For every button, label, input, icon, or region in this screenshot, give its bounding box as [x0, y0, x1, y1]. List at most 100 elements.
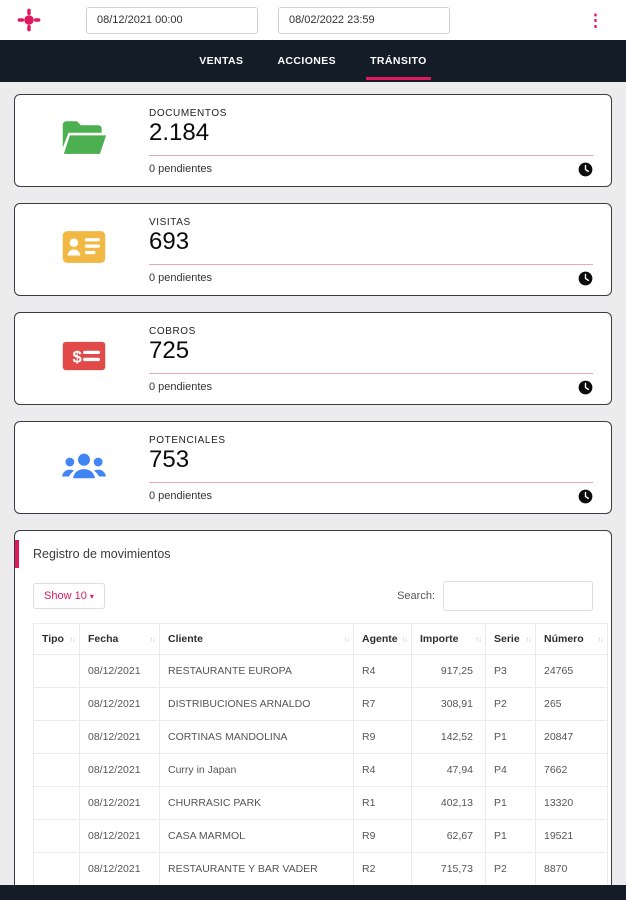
col-fecha[interactable]: Fecha ↑↓	[79, 623, 160, 655]
cell-importe: 402,13	[411, 786, 486, 820]
table-row[interactable]: 08/12/2021 Curry in Japan R4 47,94 P4 76…	[33, 753, 608, 787]
card-title: POTENCIALES	[149, 435, 226, 447]
col-importe[interactable]: Importe ↑↓	[411, 623, 486, 655]
card-title: VISITAS	[149, 217, 191, 229]
sort-icon: ↑↓	[525, 634, 532, 644]
cell-tipo	[33, 753, 80, 787]
app-logo-icon[interactable]	[16, 7, 42, 33]
cell-importe: 308,91	[411, 687, 486, 721]
sort-icon: ↑↓	[401, 634, 408, 644]
col-tipo[interactable]: Tipo ↑↓	[33, 623, 80, 655]
date-from-input[interactable]	[86, 6, 258, 34]
cell-importe: 47,94	[411, 753, 486, 787]
cell-numero: 13320	[535, 786, 608, 820]
cell-cliente: RESTAURANTE Y BAR VADER	[159, 852, 354, 886]
card-divider	[149, 372, 593, 374]
cell-tipo	[33, 852, 80, 886]
cell-serie: P4	[485, 753, 536, 787]
card-divider	[149, 481, 593, 483]
col-label: Fecha	[88, 633, 119, 645]
col-label: Importe	[420, 633, 459, 645]
sort-icon: ↑↓	[475, 634, 482, 644]
cell-serie: P1	[485, 819, 536, 853]
cell-agente: R1	[353, 786, 412, 820]
pending-label: 0 pendientes	[149, 490, 212, 503]
card-divider	[149, 154, 593, 156]
money-check-icon: $	[61, 336, 107, 376]
table-row[interactable]: 08/12/2021 CASA MARMOL R9 62,67 P1 19521	[33, 819, 608, 853]
panel-accent-bar	[15, 540, 19, 568]
cell-fecha: 08/12/2021	[79, 753, 160, 787]
svg-text:$: $	[73, 347, 83, 366]
cell-cliente: DISTRIBUCIONES ARNALDO	[159, 687, 354, 721]
cell-cliente: Curry in Japan	[159, 753, 354, 787]
cell-numero: 7662	[535, 753, 608, 787]
cell-serie: P1	[485, 720, 536, 754]
users-icon	[61, 445, 107, 485]
cell-serie: P2	[485, 852, 536, 886]
col-label: Número	[544, 633, 584, 645]
cell-serie: P1	[485, 786, 536, 820]
cell-agente: R9	[353, 720, 412, 754]
card-title: COBROS	[149, 326, 196, 338]
card-value: 693	[149, 228, 190, 256]
cell-cliente: CASA MARMOL	[159, 819, 354, 853]
col-serie[interactable]: Serie ↑↓	[485, 623, 536, 655]
cell-importe: 62,67	[411, 819, 486, 853]
col-agente[interactable]: Agente ↑↓	[353, 623, 412, 655]
pending-label: 0 pendientes	[149, 163, 212, 176]
cell-importe: 917,25	[411, 654, 486, 688]
cell-importe: 715,73	[411, 852, 486, 886]
cell-numero: 20847	[535, 720, 608, 754]
card-title: DOCUMENTOS	[149, 108, 228, 120]
clock-icon[interactable]	[578, 162, 593, 177]
cell-fecha: 08/12/2021	[79, 687, 160, 721]
cell-numero: 19521	[535, 819, 608, 853]
clock-icon[interactable]	[578, 489, 593, 504]
cell-numero: 24765	[535, 654, 608, 688]
table-row[interactable]: 08/12/2021 CORTINAS MANDOLINA R9 142,52 …	[33, 720, 608, 754]
cell-tipo	[33, 819, 80, 853]
table-row[interactable]: 08/12/2021 DISTRIBUCIONES ARNALDO R7 308…	[33, 687, 608, 721]
clock-icon[interactable]	[578, 380, 593, 395]
tab-ventas[interactable]: VENTAS	[199, 55, 244, 67]
card-value: 2.184	[149, 119, 210, 147]
cell-cliente: CHURRASIC PARK	[159, 786, 354, 820]
pending-label: 0 pendientes	[149, 381, 212, 394]
table-row[interactable]: 08/12/2021 RESTAURANTE Y BAR VADER R2 71…	[33, 852, 608, 886]
cell-fecha: 08/12/2021	[79, 720, 160, 754]
id-card-icon	[61, 227, 107, 267]
card-divider	[149, 263, 593, 265]
table-header-row: Tipo ↑↓ Fecha ↑↓ Cliente ↑↓ Agente ↑↓ Import…	[33, 623, 608, 655]
card-value: 725	[149, 337, 190, 365]
table-row[interactable]: 08/12/2021 RESTAURANTE EUROPA R4 917,25 …	[33, 654, 608, 688]
cell-agente: R4	[353, 753, 412, 787]
date-to-input[interactable]	[278, 6, 450, 34]
kebab-menu-icon[interactable]: ⋮	[587, 10, 604, 30]
cell-importe: 142,52	[411, 720, 486, 754]
tab-transito[interactable]: TRÁNSITO	[366, 42, 431, 80]
cell-tipo	[33, 720, 80, 754]
nav-tabs: VENTAS ACCIONES TRÁNSITO	[0, 40, 626, 82]
col-cliente[interactable]: Cliente ↑↓	[159, 623, 354, 655]
cell-fecha: 08/12/2021	[79, 654, 160, 688]
show-entries-button[interactable]: Show 10 ▾	[33, 583, 105, 609]
card-value: 753	[149, 446, 190, 474]
col-numero[interactable]: Número ↑↓	[535, 623, 608, 655]
movements-panel: Registro de movimientos Show 10 ▾ Search:…	[14, 530, 612, 900]
cell-serie: P2	[485, 687, 536, 721]
sort-icon: ↑↓	[69, 634, 76, 644]
cell-serie: P3	[485, 654, 536, 688]
search-input[interactable]	[443, 581, 593, 611]
table-row[interactable]: 08/12/2021 CHURRASIC PARK R1 402,13 P1 1…	[33, 786, 608, 820]
panel-title: Registro de movimientos	[33, 547, 171, 561]
clock-icon[interactable]	[578, 271, 593, 286]
movements-table: Tipo ↑↓ Fecha ↑↓ Cliente ↑↓ Agente ↑↓ Import…	[33, 623, 608, 900]
topbar: ⋮	[0, 0, 626, 40]
col-label: Cliente	[168, 633, 204, 645]
summary-cards: DOCUMENTOS 2.184 0 pendientes VISITAS 69…	[0, 82, 626, 514]
tab-acciones[interactable]: ACCIONES	[277, 55, 337, 67]
cell-agente: R9	[353, 819, 412, 853]
cell-tipo	[33, 654, 80, 688]
cell-agente: R2	[353, 852, 412, 886]
